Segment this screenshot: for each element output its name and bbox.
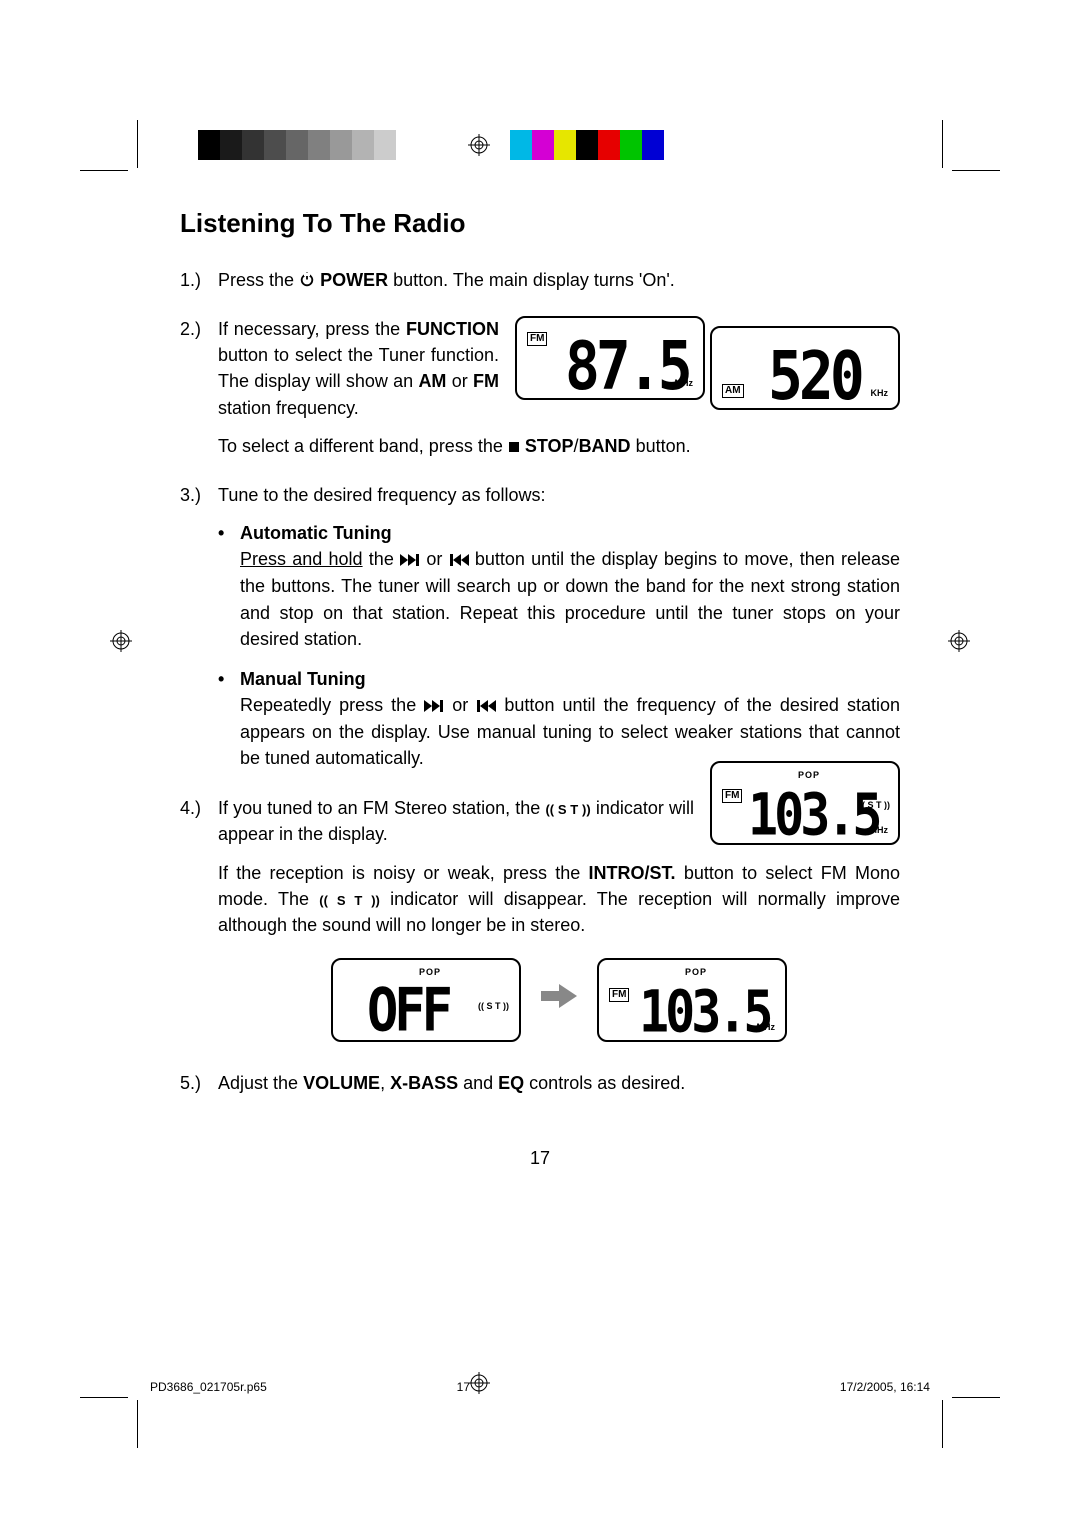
lcd-fm-87-5: FM 87.5 MHz xyxy=(515,316,705,400)
lcd-off: POP OFF (( S T )) xyxy=(331,958,521,1042)
text: To select a different band, press the xyxy=(218,436,508,456)
band-indicator: FM xyxy=(722,789,742,803)
function-label: FUNCTION xyxy=(406,319,499,339)
text: Repeatedly press the xyxy=(240,695,424,715)
page-number: 17 xyxy=(180,1148,900,1169)
text: and xyxy=(458,1073,498,1093)
process-colorbar xyxy=(510,130,686,160)
lcd-unit: MHz xyxy=(674,377,693,390)
text: If the reception is noisy or weak, press… xyxy=(218,863,589,883)
lcd-unit: MHz xyxy=(870,824,889,837)
power-icon xyxy=(299,268,315,294)
prev-track-icon xyxy=(476,693,496,719)
next-track-icon xyxy=(400,547,420,573)
step-4: 4.) POP FM 103.5 (( S T )) MHz If you tu… xyxy=(180,795,900,1047)
text: Tune to the desired frequency as follows… xyxy=(218,485,546,505)
lcd-digits: 87.5 xyxy=(565,318,689,415)
lcd-unit: KHz xyxy=(871,387,889,400)
volume-label: VOLUME xyxy=(303,1073,380,1093)
lcd-digits: 103.5 xyxy=(748,774,879,857)
manual-tuning-heading: Manual Tuning xyxy=(240,666,366,692)
lcd-digits: OFF xyxy=(367,968,449,1055)
lcd-am-520: AM 520 KHz xyxy=(710,326,900,410)
text: button. xyxy=(631,436,691,456)
lcd-digits: 103.5 xyxy=(639,970,770,1053)
text: button. The main display turns 'On'. xyxy=(393,270,675,290)
registration-mark-left xyxy=(110,630,132,652)
bullet: • xyxy=(218,666,240,692)
step-2: 2.) FM 87.5 MHz AM 520 KHz xyxy=(180,316,900,472)
stop-icon xyxy=(508,434,520,460)
text: or xyxy=(420,549,449,569)
text: If necessary, press the xyxy=(218,319,406,339)
step-5: 5.) Adjust the VOLUME, X-BASS and EQ con… xyxy=(180,1070,900,1108)
text: or xyxy=(446,371,473,391)
stop-label: STOP xyxy=(520,436,574,456)
stereo-icon-label: (( S T )) xyxy=(545,802,590,817)
am-label: AM xyxy=(418,371,446,391)
band-indicator: FM xyxy=(527,332,547,346)
registration-mark-top xyxy=(468,134,490,156)
automatic-tuning-heading: Automatic Tuning xyxy=(240,520,392,546)
lcd-digits: 520 xyxy=(768,328,861,425)
page-content: Listening To The Radio 1.) Press the POW… xyxy=(180,208,900,1169)
step-number: 2.) xyxy=(180,316,218,472)
step-number: 5.) xyxy=(180,1070,218,1108)
fm-label: FM xyxy=(473,371,499,391)
band-label: BAND xyxy=(579,436,631,456)
xbass-label: X-BASS xyxy=(390,1073,458,1093)
step-3: 3.) Tune to the desired frequency as fol… xyxy=(180,482,900,785)
footer-page: 17 xyxy=(457,1380,470,1394)
text: or xyxy=(444,695,476,715)
power-label: POWER xyxy=(320,270,388,290)
step-1: 1.) Press the POWER button. The main dis… xyxy=(180,267,900,306)
text: , xyxy=(380,1073,390,1093)
text: the xyxy=(363,549,401,569)
band-indicator: FM xyxy=(609,988,629,1002)
next-track-icon xyxy=(424,693,444,719)
grayscale-colorbar xyxy=(198,130,418,160)
intro-st-label: INTRO/ST. xyxy=(589,863,676,883)
page-title: Listening To The Radio xyxy=(180,208,900,239)
text-underline: Press and hold xyxy=(240,549,363,569)
lcd-fm-103-5-stereo: POP FM 103.5 (( S T )) MHz xyxy=(710,761,900,845)
text: controls as desired. xyxy=(524,1073,685,1093)
stereo-indicator: (( S T )) xyxy=(859,799,890,812)
text: Adjust the xyxy=(218,1073,303,1093)
step-number: 3.) xyxy=(180,482,218,785)
manual-tuning-body: Repeatedly press the or button until the… xyxy=(240,692,900,771)
footer-filename: PD3686_021705r.p65 xyxy=(150,1380,267,1394)
stereo-indicator: (( S T )) xyxy=(478,1000,509,1013)
text: station frequency. xyxy=(218,398,359,418)
eq-label: EQ xyxy=(498,1073,524,1093)
registration-mark-right xyxy=(948,630,970,652)
prev-track-icon xyxy=(449,547,469,573)
text: If you tuned to an FM Stereo station, th… xyxy=(218,798,545,818)
footer-timestamp: 17/2/2005, 16:14 xyxy=(840,1380,930,1394)
step-number: 1.) xyxy=(180,267,218,306)
bullet: • xyxy=(218,520,240,546)
stereo-icon-label: (( S T )) xyxy=(319,893,380,908)
lcd-unit: MHz xyxy=(757,1021,776,1034)
lcd-fm-103-5: POP FM 103.5 MHz xyxy=(597,958,787,1042)
automatic-tuning-body: Press and hold the or button until the d… xyxy=(240,546,900,652)
step-number: 4.) xyxy=(180,795,218,1047)
arrow-right-icon xyxy=(539,982,579,1017)
band-indicator: AM xyxy=(722,384,744,398)
text: Press the xyxy=(218,270,299,290)
footer: PD3686_021705r.p65 17 17/2/2005, 16:14 xyxy=(150,1380,930,1394)
